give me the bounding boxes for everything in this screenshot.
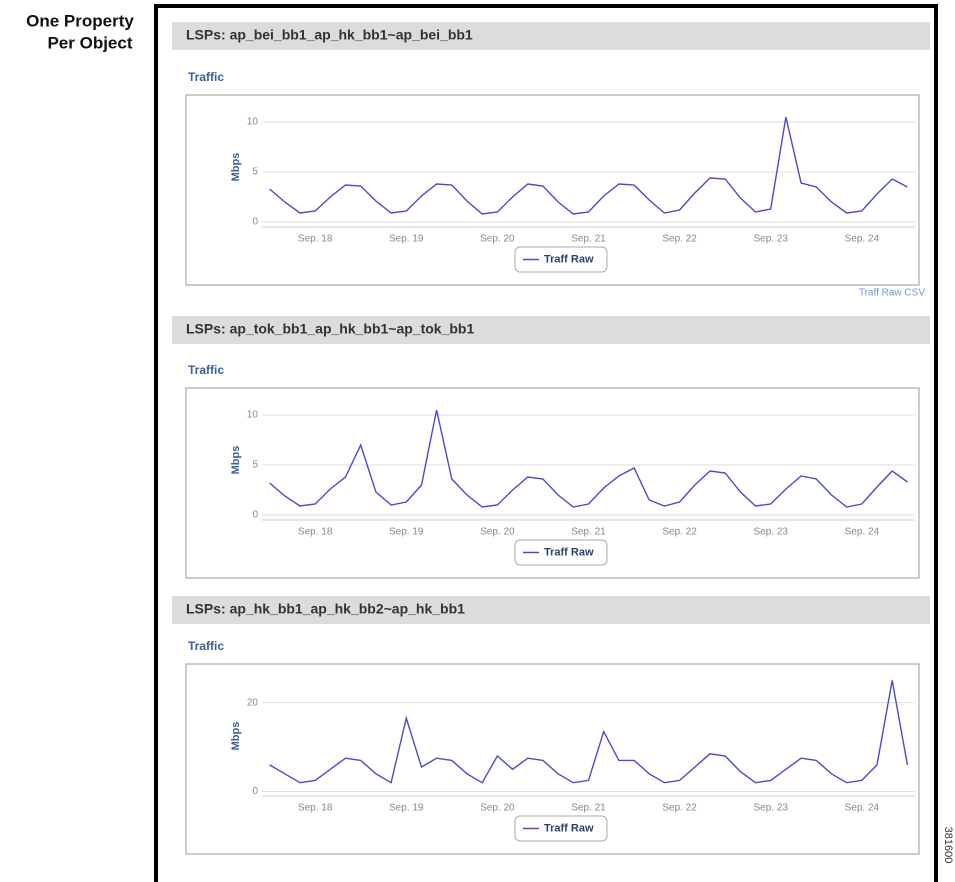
y-tick-label: 0 — [252, 786, 258, 797]
y-tick-label: 5 — [252, 167, 258, 178]
y-tick-label: 5 — [252, 460, 258, 471]
x-tick-label: Sep. 21 — [571, 234, 606, 245]
x-tick-label: Sep. 24 — [845, 234, 880, 245]
legend-label: Traff Raw — [544, 546, 594, 558]
x-tick-label: Sep. 21 — [571, 803, 606, 814]
section-title: Traffic — [188, 363, 224, 377]
x-tick-label: Sep. 19 — [389, 234, 424, 245]
y-tick-label: 20 — [247, 697, 259, 708]
y-axis-label: Mbps — [230, 446, 242, 475]
legend — [514, 539, 608, 566]
panel-title: LSPs: ap_tok_bb1_ap_hk_bb1~ap_tok_bb1 — [186, 321, 474, 337]
frame — [154, 4, 938, 882]
x-tick-label: Sep. 18 — [298, 803, 333, 814]
x-tick-label: Sep. 20 — [480, 527, 515, 538]
legend-label: Traff Raw — [544, 822, 594, 834]
x-tick-label: Sep. 22 — [662, 803, 697, 814]
y-tick-label: 10 — [247, 117, 259, 128]
x-tick-label: Sep. 23 — [753, 527, 788, 538]
legend — [514, 815, 608, 842]
x-tick-label: Sep. 19 — [389, 527, 424, 538]
csv-link[interactable]: Traff Raw CSV — [859, 288, 925, 299]
legend-label: Traff Raw — [544, 253, 594, 265]
data-line — [269, 409, 908, 508]
y-tick-label: 0 — [252, 217, 258, 228]
panel-header — [172, 596, 930, 624]
chart-box — [185, 387, 920, 579]
x-tick-label: Sep. 21 — [571, 527, 606, 538]
section-title: Traffic — [188, 70, 224, 84]
legend — [514, 246, 608, 273]
x-tick-label: Sep. 23 — [753, 803, 788, 814]
x-tick-label: Sep. 24 — [845, 803, 880, 814]
section-title: Traffic — [188, 639, 224, 653]
x-tick-label: Sep. 20 — [480, 234, 515, 245]
y-tick-label: 10 — [247, 410, 259, 421]
x-tick-label: Sep. 18 — [298, 234, 333, 245]
panel-title: LSPs: ap_hk_bb1_ap_hk_bb2~ap_hk_bb1 — [186, 601, 465, 617]
figure-id: 381600 — [942, 827, 954, 864]
y-tick-label: 0 — [252, 510, 258, 521]
y-axis-label: Mbps — [230, 153, 242, 182]
side-label: One Property — [26, 11, 134, 30]
panel-header — [172, 22, 930, 50]
panel-title: LSPs: ap_bei_bb1_ap_hk_bb1~ap_bei_bb1 — [186, 27, 473, 43]
x-tick-label: Sep. 24 — [845, 527, 880, 538]
data-line — [269, 680, 909, 784]
x-tick-label: Sep. 22 — [662, 234, 697, 245]
data-line — [269, 116, 908, 215]
x-tick-label: Sep. 20 — [480, 803, 515, 814]
x-tick-label: Sep. 23 — [753, 234, 788, 245]
x-tick-label: Sep. 22 — [662, 527, 697, 538]
x-tick-label: Sep. 19 — [389, 803, 424, 814]
side-label: Per Object — [47, 33, 132, 52]
y-axis-label: Mbps — [230, 722, 242, 751]
panel-header — [172, 316, 930, 344]
x-tick-label: Sep. 18 — [298, 527, 333, 538]
